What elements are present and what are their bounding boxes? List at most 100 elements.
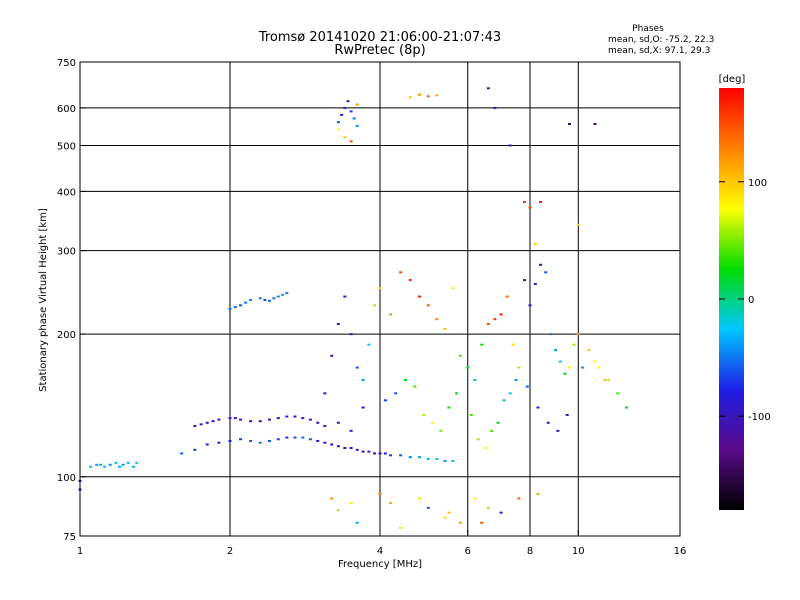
data-point xyxy=(447,511,451,514)
data-point xyxy=(99,463,103,466)
data-point xyxy=(426,95,430,98)
data-point xyxy=(103,465,107,468)
colorbar-tick-label: 0 xyxy=(748,295,754,306)
colorbar-label: [deg] xyxy=(719,74,746,85)
data-point xyxy=(343,136,347,139)
data-point xyxy=(336,121,340,124)
data-point xyxy=(267,418,271,421)
data-point xyxy=(486,506,490,509)
data-point xyxy=(343,447,347,450)
data-point xyxy=(389,313,393,316)
data-point xyxy=(378,287,382,290)
data-point xyxy=(263,299,267,302)
data-point xyxy=(121,463,125,466)
data-point xyxy=(403,379,407,382)
y-tick-label: 750 xyxy=(57,58,76,69)
data-point xyxy=(228,307,232,310)
data-point xyxy=(417,456,421,459)
data-point xyxy=(308,418,312,421)
data-point xyxy=(443,459,447,462)
data-point xyxy=(217,418,221,421)
x-axis-label: Frequency [MHz] xyxy=(338,559,422,570)
data-point xyxy=(486,323,490,326)
data-point xyxy=(408,456,412,459)
data-point xyxy=(528,304,532,307)
data-point xyxy=(343,295,347,298)
data-point xyxy=(285,436,289,439)
data-point xyxy=(431,421,435,424)
data-point xyxy=(355,521,359,524)
data-point xyxy=(558,360,562,363)
data-point xyxy=(330,354,334,357)
y-tick-label: 600 xyxy=(57,104,76,115)
data-point xyxy=(330,497,334,500)
data-points xyxy=(78,87,629,529)
y-tick-label: 75 xyxy=(63,532,76,543)
data-point xyxy=(625,406,629,409)
data-point xyxy=(281,293,285,296)
data-point xyxy=(276,295,280,298)
data-point xyxy=(593,122,597,125)
data-point xyxy=(435,318,439,321)
data-point xyxy=(508,392,512,395)
data-point xyxy=(572,343,576,346)
data-point xyxy=(476,438,480,441)
data-point xyxy=(378,452,382,455)
x-tick-label: 16 xyxy=(674,546,687,557)
data-point xyxy=(607,379,611,382)
y-tick-labels: 75 100 200 300 400 500 600 750 xyxy=(57,58,76,543)
data-point xyxy=(108,463,112,466)
data-point xyxy=(301,417,305,420)
data-point xyxy=(373,452,377,455)
data-point xyxy=(544,271,548,274)
data-point xyxy=(426,304,430,307)
data-point xyxy=(367,343,371,346)
data-point xyxy=(533,242,537,245)
data-point xyxy=(346,100,350,103)
data-point xyxy=(355,366,359,369)
data-point xyxy=(361,450,365,453)
data-point xyxy=(451,459,455,462)
data-point xyxy=(408,279,412,282)
data-point xyxy=(603,379,607,382)
data-point xyxy=(293,415,297,418)
data-point xyxy=(399,271,403,274)
colorbar-ticks: 100 0 -100 xyxy=(719,178,771,423)
data-point xyxy=(336,445,340,448)
data-point xyxy=(228,439,232,442)
data-point xyxy=(511,343,515,346)
data-point xyxy=(267,439,271,442)
data-point xyxy=(616,392,620,395)
data-point xyxy=(593,360,597,363)
data-point xyxy=(343,106,347,109)
data-point xyxy=(394,392,398,395)
data-point xyxy=(258,297,262,300)
data-point xyxy=(205,421,209,424)
data-point xyxy=(493,106,497,109)
data-point xyxy=(426,506,430,509)
data-point xyxy=(205,443,209,446)
data-point xyxy=(502,399,506,402)
data-point xyxy=(258,420,262,423)
data-point xyxy=(95,463,99,466)
data-point xyxy=(361,406,365,409)
data-point xyxy=(435,458,439,461)
data-point xyxy=(349,140,353,143)
data-point xyxy=(480,521,484,524)
data-point xyxy=(505,295,509,298)
phase-note-heading: Phases xyxy=(632,24,664,34)
data-point xyxy=(523,200,527,203)
data-point xyxy=(199,423,203,426)
data-point xyxy=(486,87,490,90)
data-point xyxy=(239,418,243,421)
data-point xyxy=(389,454,393,457)
data-point xyxy=(565,414,569,417)
data-point xyxy=(435,94,439,97)
data-point xyxy=(126,461,130,464)
data-point xyxy=(180,452,184,455)
data-point xyxy=(567,122,571,125)
data-point xyxy=(193,424,197,427)
data-point xyxy=(597,366,601,369)
x-tick-label: 4 xyxy=(377,546,383,557)
y-tick-label: 100 xyxy=(57,473,76,484)
